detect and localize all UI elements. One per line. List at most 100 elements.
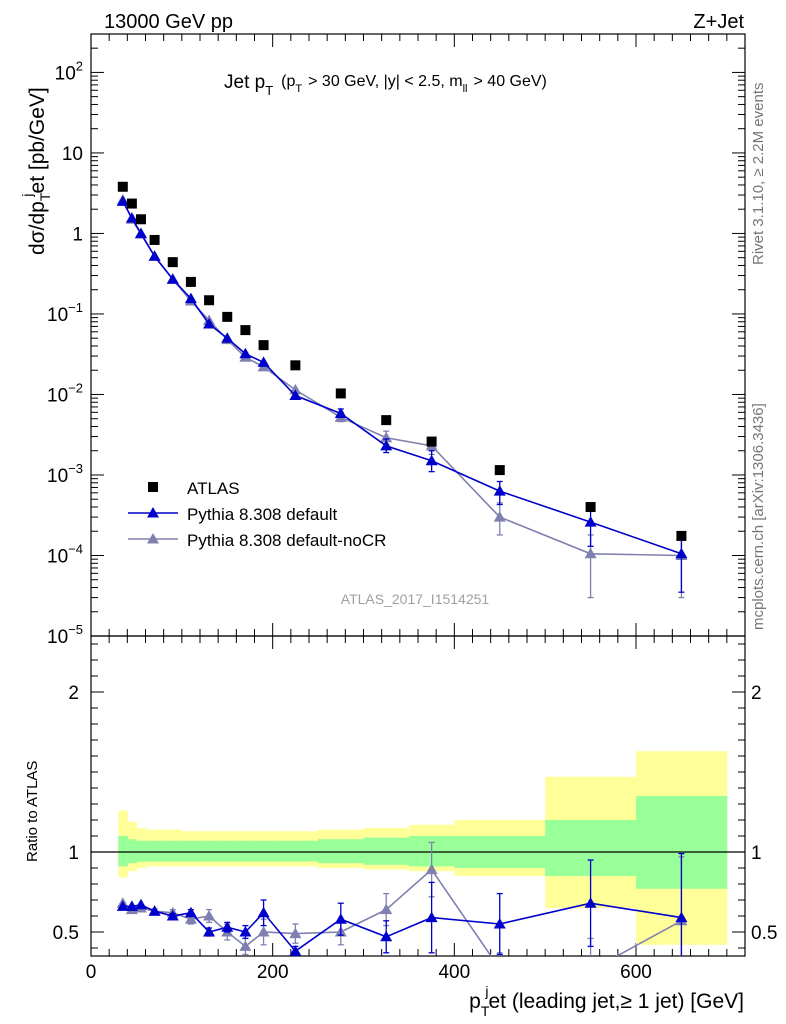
band-inner — [272, 840, 319, 862]
data-point — [240, 325, 251, 336]
data-point — [257, 356, 270, 367]
data-point — [380, 930, 393, 942]
data-point — [239, 940, 252, 951]
data-point — [425, 911, 438, 923]
band-inner — [318, 839, 364, 864]
x-tick-label: 0 — [86, 962, 97, 983]
legend-marker — [147, 533, 159, 544]
series-line — [122, 902, 682, 953]
y-tick-label: 102 — [55, 58, 83, 84]
data-point — [239, 347, 252, 359]
legend-item: ATLAS — [148, 479, 240, 498]
data-point — [184, 292, 197, 304]
data-point — [134, 898, 147, 910]
legend-item: Pythia 8.308 default-noCR — [128, 531, 386, 550]
band-inner — [236, 840, 255, 862]
ratio-series — [116, 841, 688, 975]
ratio-y-tick-label: 1 — [68, 843, 79, 864]
legend-label: Pythia 8.308 default — [187, 505, 338, 524]
data-point — [334, 913, 347, 924]
data-point — [584, 516, 597, 527]
y-tick-label: 10−2 — [47, 380, 83, 406]
data-point — [148, 250, 161, 261]
legend-marker — [148, 482, 158, 492]
band-inner — [181, 840, 201, 862]
mcplots-label: mcplots.cern.ch [arXiv:1306.3436] — [750, 403, 767, 630]
band-inner — [145, 840, 165, 862]
data-point — [166, 910, 179, 921]
ratio-y-tick-label-right: 1 — [751, 843, 762, 864]
data-point — [148, 905, 161, 916]
band-inner — [127, 839, 137, 864]
y-tick-label: 10−5 — [47, 622, 83, 648]
data-point — [222, 311, 233, 322]
band-inner — [363, 837, 410, 865]
x-tick-label: 400 — [438, 962, 470, 983]
data-point — [116, 195, 129, 206]
band-inner — [136, 840, 146, 862]
data-point — [493, 511, 506, 522]
data-point — [135, 214, 146, 225]
y-tick-label: 1 — [72, 224, 83, 245]
data-point — [380, 903, 393, 915]
data-point — [257, 906, 270, 918]
data-point — [221, 921, 234, 932]
data-point — [381, 415, 392, 426]
data-point — [493, 918, 506, 929]
data-point — [125, 900, 138, 911]
data-point — [203, 318, 216, 329]
y-tick-label: 10−4 — [47, 541, 83, 567]
analysis-watermark: ATLAS_2017_I1514251 — [341, 591, 490, 607]
data-point — [675, 547, 688, 559]
legend: ATLAS Pythia 8.308 default Pythia 8.308 de… — [128, 479, 386, 550]
data-point — [334, 407, 347, 419]
x-tick-label: 600 — [620, 962, 652, 983]
data-point — [584, 547, 597, 559]
data-point — [290, 360, 301, 371]
data-point — [426, 436, 437, 447]
data-point — [585, 502, 596, 513]
data-point — [335, 388, 346, 399]
data-point — [125, 212, 138, 223]
data-point — [221, 332, 234, 343]
data-point — [134, 227, 147, 238]
legend-marker — [147, 507, 159, 518]
band-inner — [218, 840, 237, 862]
main-series — [116, 181, 688, 599]
data-point — [258, 340, 269, 351]
series-pythia-8-308-default — [116, 195, 688, 593]
data-point — [493, 485, 506, 496]
data-point — [494, 465, 505, 476]
data-point — [584, 897, 597, 908]
main-plot-area: 10−5 10−4 10−3 10−2 10−1 1 10 102 — [47, 33, 746, 956]
data-point — [185, 276, 196, 287]
ratio-series-pythia-8-308-default — [116, 852, 688, 956]
main-title: Jet pT(pT > 30 GeV, |y| < 2.5, mll > 40 Ge… — [224, 72, 547, 98]
data-point — [184, 906, 197, 918]
data-point — [204, 295, 215, 306]
data-point — [289, 945, 302, 956]
legend-item: Pythia 8.308 default — [128, 505, 338, 524]
ratio-plot-area: 0 200 400 600 0.5 0.5 1 1 2 2 — [53, 635, 777, 983]
band-inner — [200, 840, 219, 862]
series-line — [122, 201, 682, 555]
data-point — [257, 926, 270, 937]
ratio-y-tick-label-right: 2 — [751, 683, 762, 704]
data-point — [494, 963, 506, 974]
data-point — [675, 911, 688, 923]
data-point — [166, 273, 179, 284]
data-point — [149, 234, 160, 245]
legend-label: Pythia 8.308 default-noCR — [187, 531, 386, 550]
data-point — [585, 964, 597, 975]
data-point — [117, 181, 128, 192]
ratio-y-tick-label-right: 0.5 — [751, 923, 777, 944]
ratio-y-axis-label: Ratio to ATLAS — [24, 761, 41, 862]
data-point — [239, 926, 252, 937]
data-point — [203, 926, 216, 937]
header-left: 13000 GeV pp — [104, 11, 233, 33]
header-right: Z+Jet — [693, 11, 744, 33]
data-point — [167, 257, 178, 268]
band-inner — [254, 840, 274, 862]
x-tick-label: 200 — [257, 962, 289, 983]
